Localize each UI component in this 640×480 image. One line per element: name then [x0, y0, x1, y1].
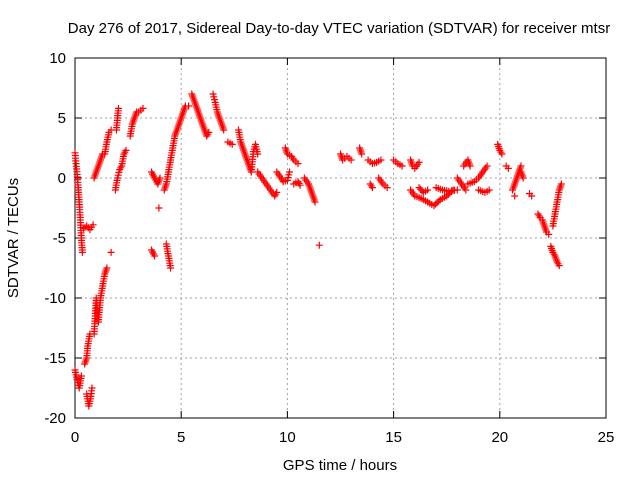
data-point — [155, 204, 163, 212]
chart-title: Day 276 of 2017, Sidereal Day-to-day VTE… — [68, 20, 610, 37]
data-point — [498, 150, 506, 158]
data-point — [122, 146, 130, 154]
data-point — [294, 160, 302, 168]
data-point — [115, 104, 122, 112]
data-point — [89, 221, 97, 229]
data-point — [517, 162, 525, 170]
data-point — [430, 202, 438, 210]
y-tick-label: 10 — [49, 50, 66, 67]
data-point — [435, 197, 443, 205]
grid — [75, 58, 606, 418]
x-tick-label: 25 — [598, 429, 615, 446]
data-point — [107, 248, 115, 256]
data-point — [383, 184, 391, 192]
data-point — [453, 186, 461, 194]
data-point — [77, 372, 85, 380]
x-tick-label: 15 — [385, 429, 402, 446]
data-point — [139, 104, 147, 112]
data-point — [483, 162, 491, 170]
data-point — [185, 102, 193, 110]
data-point — [151, 252, 159, 260]
data-point — [254, 150, 262, 158]
data-point — [295, 179, 303, 187]
y-tick-label: -15 — [44, 350, 66, 367]
x-tick-label: 0 — [71, 429, 79, 446]
data-point — [545, 230, 553, 238]
data-point — [228, 140, 236, 148]
data-point — [535, 212, 543, 220]
data-point — [432, 200, 439, 208]
data-point — [296, 181, 304, 189]
data-point — [286, 168, 293, 176]
data-point — [117, 164, 125, 172]
data-point — [167, 264, 175, 272]
data-point — [466, 162, 474, 170]
data-point — [555, 262, 563, 270]
data-point — [511, 192, 519, 200]
data-point — [358, 150, 366, 158]
data-point — [78, 248, 86, 256]
data-point — [311, 198, 319, 206]
data-point — [205, 128, 213, 136]
y-tick-label: 5 — [58, 110, 66, 127]
data-point — [156, 174, 164, 182]
data-point — [528, 192, 536, 200]
data-point — [368, 184, 376, 192]
y-tick-label: 0 — [58, 170, 66, 187]
data-point — [433, 199, 441, 207]
x-tick-label: 5 — [177, 429, 185, 446]
x-axis-label: GPS time / hours — [283, 457, 397, 474]
data-point — [220, 126, 228, 134]
y-tick-label: -20 — [44, 410, 66, 427]
data-point — [424, 186, 432, 194]
data-point — [88, 384, 96, 392]
data-points — [71, 90, 565, 410]
data-point — [462, 186, 470, 194]
data-point — [347, 156, 355, 164]
y-tick-label: -10 — [44, 290, 66, 307]
data-point — [367, 182, 375, 190]
data-point — [273, 188, 281, 196]
x-tick-label: 20 — [491, 429, 508, 446]
axis-ticks: 0 5 10 15 20 25 -20 -15 -10 -5 0 5 10 — [44, 50, 614, 446]
data-point — [415, 158, 423, 166]
data-point — [504, 164, 512, 172]
data-point — [485, 186, 493, 194]
y-tick-label: -5 — [53, 230, 66, 247]
y-axis-label: SDTVAR / TECUs — [5, 178, 22, 298]
data-point — [103, 264, 111, 272]
data-point — [315, 241, 323, 249]
x-tick-label: 10 — [279, 429, 296, 446]
data-point — [519, 174, 527, 182]
data-point — [377, 156, 385, 164]
data-point — [557, 180, 565, 188]
data-point — [398, 162, 406, 170]
data-point — [121, 148, 129, 156]
